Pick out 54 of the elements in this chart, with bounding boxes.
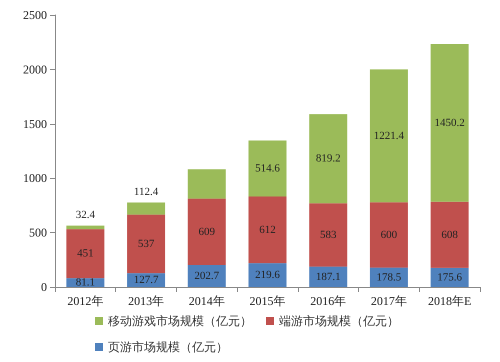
data-label: 600 bbox=[380, 228, 398, 241]
data-label: 187.1 bbox=[316, 270, 341, 283]
data-label: 451 bbox=[77, 248, 94, 260]
y-tick-label: 2000 bbox=[23, 62, 47, 76]
x-tick-label: 2016年 bbox=[310, 294, 346, 308]
bar bbox=[430, 44, 469, 202]
bar bbox=[248, 196, 286, 264]
data-label: 32.4 bbox=[76, 209, 96, 222]
x-tick-label: 2014年 bbox=[188, 294, 225, 308]
bar bbox=[248, 140, 286, 197]
data-label: 1450.2 bbox=[434, 116, 465, 129]
data-label: 178.5 bbox=[376, 271, 402, 284]
x-tick-label: 2015年 bbox=[250, 294, 286, 308]
legend-label: 移动游戏市场规模（亿元） bbox=[108, 314, 252, 328]
bar bbox=[127, 214, 166, 274]
data-label: 112.4 bbox=[134, 186, 159, 198]
data-label: 608 bbox=[441, 228, 458, 241]
bar bbox=[188, 264, 226, 287]
bar bbox=[309, 114, 348, 204]
x-tick-label: 2013年 bbox=[128, 294, 164, 308]
data-label: 175.6 bbox=[437, 271, 463, 284]
data-label: 127.7 bbox=[134, 274, 159, 286]
data-label: 819.2 bbox=[316, 152, 341, 165]
bar bbox=[66, 229, 104, 278]
legend-label: 页游市场规模（亿元） bbox=[108, 340, 228, 354]
data-label: 537 bbox=[138, 238, 155, 250]
bar bbox=[370, 69, 408, 202]
bar bbox=[309, 203, 348, 267]
data-label: 609 bbox=[198, 226, 216, 238]
y-tick-label: 1500 bbox=[23, 116, 47, 131]
x-tick-label: 2018年E bbox=[428, 294, 472, 308]
data-label: 583 bbox=[320, 228, 337, 241]
bar bbox=[188, 198, 226, 265]
bar bbox=[309, 266, 348, 287]
data-label: 1221.4 bbox=[374, 130, 405, 142]
data-label: 514.6 bbox=[255, 162, 280, 175]
x-tick-label: 2017年 bbox=[370, 294, 407, 308]
bar bbox=[188, 169, 226, 199]
y-tick-label: 500 bbox=[29, 226, 47, 240]
x-tick-label: 2012年 bbox=[67, 294, 104, 308]
bar bbox=[430, 202, 469, 268]
bar bbox=[370, 268, 408, 287]
data-label: 219.6 bbox=[255, 269, 280, 282]
bar bbox=[127, 202, 166, 215]
data-label: 81.1 bbox=[76, 276, 95, 289]
legend-label: 端游市场规模（亿元） bbox=[279, 314, 399, 328]
y-tick-label: 2500 bbox=[23, 8, 47, 22]
data-label: 612 bbox=[259, 224, 276, 236]
bar bbox=[248, 263, 286, 287]
data-label: 202.7 bbox=[194, 270, 220, 282]
y-tick-label: 0 bbox=[41, 280, 47, 294]
y-tick-label: 1000 bbox=[23, 171, 47, 186]
bar bbox=[370, 202, 408, 268]
bar bbox=[66, 226, 104, 230]
